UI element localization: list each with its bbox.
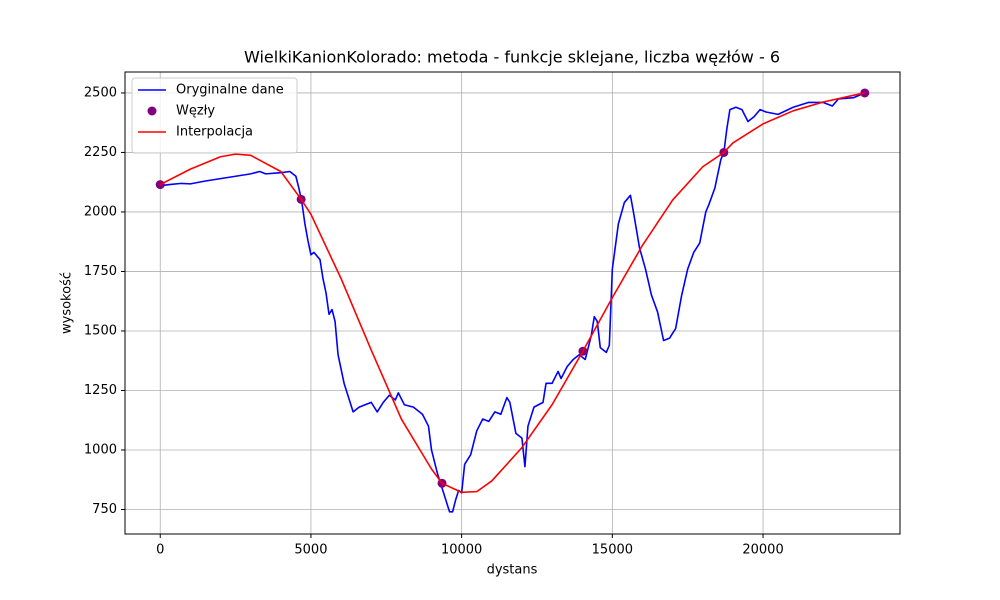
legend-marker [147, 106, 157, 116]
y-tick-label: 2000 [84, 204, 117, 219]
plot-frame [124, 71, 901, 535]
x-tick-label: 0 [156, 543, 164, 558]
chart-title: WielkiKanionKolorado: metoda - funkcje s… [244, 48, 780, 67]
data-line [159, 92, 865, 494]
legend-label: Węzły [176, 104, 215, 119]
y-tick-label: 1500 [84, 323, 117, 338]
y-tick-label: 1750 [84, 264, 117, 279]
y-tick-label: 2500 [84, 85, 117, 100]
legend-label: Oryginalne dane [176, 83, 284, 98]
data-line [160, 92, 866, 513]
y-tick-label: 750 [92, 502, 117, 517]
x-tick-label: 5000 [294, 543, 327, 558]
legend-label: Interpolacja [176, 125, 253, 140]
y-axis-label: wysokość [60, 272, 75, 334]
x-axis-label: dystans [487, 563, 538, 578]
y-tick-label: 1000 [84, 442, 117, 457]
x-tick-label: 10000 [441, 543, 482, 558]
x-tick-label: 15000 [592, 543, 633, 558]
y-tick-label: 2250 [84, 145, 117, 160]
legend-box [131, 77, 298, 154]
x-tick-label: 20000 [742, 543, 783, 558]
y-tick-label: 1250 [84, 383, 117, 398]
